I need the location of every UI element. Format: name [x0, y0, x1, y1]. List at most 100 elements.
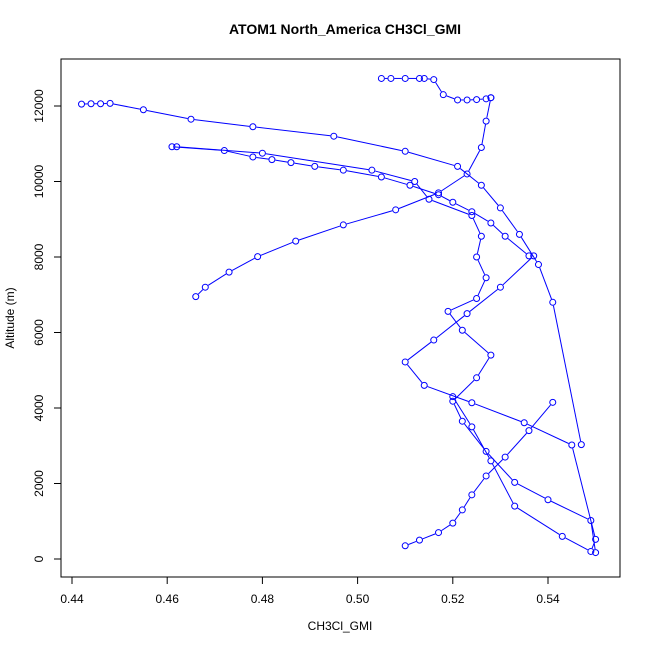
series-line-segment — [454, 379, 475, 400]
series-line-segment — [454, 399, 471, 425]
data-point — [458, 506, 466, 514]
data-point — [387, 74, 395, 82]
data-point — [592, 535, 600, 543]
series-line-segment — [507, 432, 527, 455]
data-point — [487, 219, 495, 227]
series-line-segment — [502, 210, 518, 232]
data-point — [454, 96, 462, 104]
data-point — [577, 441, 585, 449]
series-line-segment — [591, 542, 595, 549]
x-tick-label: 0.46 — [156, 592, 180, 606]
series-line-segment — [265, 153, 369, 171]
series-line-segment — [346, 210, 393, 225]
data-point — [225, 268, 233, 276]
series-line-segment — [207, 273, 227, 286]
data-point — [468, 399, 476, 407]
data-point — [78, 100, 86, 108]
x-axis-label: CH3Cl_GMI — [308, 619, 373, 633]
series-line-segment — [432, 200, 469, 215]
data-point — [544, 496, 552, 504]
data-point — [420, 74, 428, 82]
series-line-segment — [294, 162, 312, 167]
data-point — [415, 536, 423, 544]
data-point — [330, 132, 338, 140]
series-line-segment — [472, 218, 481, 234]
data-point — [592, 549, 600, 557]
series-line-segment — [492, 463, 514, 504]
series-line-segment — [464, 332, 489, 354]
data-point — [430, 76, 438, 84]
data-point — [377, 74, 385, 82]
plot-frame — [60, 58, 621, 578]
series-line-segment — [256, 156, 269, 160]
y-tick-label: 2000 — [32, 470, 46, 497]
data-point — [435, 529, 443, 537]
data-point — [439, 91, 447, 99]
series-line-segment — [473, 429, 490, 459]
series-line-segment — [550, 500, 588, 520]
data-point — [458, 417, 466, 425]
data-point — [258, 149, 266, 157]
series-line-segment — [552, 305, 582, 442]
data-point — [420, 381, 428, 389]
data-point — [534, 261, 542, 269]
data-point — [482, 117, 490, 125]
series-line-segment — [416, 183, 428, 197]
series-line-segment — [413, 185, 436, 195]
y-axis-label: Altitude (m) — [3, 287, 17, 348]
series-line-segment — [527, 423, 569, 444]
data-point — [168, 143, 176, 151]
data-point — [468, 491, 476, 499]
data-point — [477, 181, 485, 189]
data-point — [468, 423, 476, 431]
data-point — [473, 96, 481, 104]
data-point — [468, 208, 476, 216]
series-line-segment — [446, 95, 455, 100]
data-point — [473, 253, 481, 261]
series-line-segment — [408, 540, 417, 545]
data-point — [501, 232, 509, 240]
data-point — [411, 178, 419, 185]
series-line-segment — [407, 341, 432, 361]
data-point — [468, 211, 476, 219]
y-tick-label: 0 — [32, 555, 46, 562]
data-point — [444, 307, 452, 315]
data-point — [192, 293, 200, 301]
data-point — [449, 397, 457, 405]
series-line-segment — [590, 523, 596, 550]
data-point — [487, 457, 495, 465]
series-line-segment — [572, 448, 596, 537]
x-tick-label: 0.54 — [536, 592, 560, 606]
data-point — [501, 453, 509, 461]
series-line-segment — [318, 166, 340, 171]
series-line-segment — [517, 483, 546, 499]
data-point — [287, 159, 295, 167]
series-line-segment — [477, 280, 486, 296]
data-point — [249, 123, 257, 131]
chart-title: ATOM1 North_America CH3Cl_GMI — [229, 21, 461, 37]
data-point — [392, 206, 400, 214]
data-point — [549, 398, 557, 406]
data-point — [406, 181, 414, 189]
x-tick-label: 0.44 — [60, 592, 84, 606]
y-tick-label: 6000 — [32, 319, 46, 346]
data-point — [454, 162, 462, 170]
series-line-segment — [520, 237, 538, 262]
data-point — [568, 441, 576, 449]
series-line-segment — [346, 170, 379, 177]
data-point — [139, 106, 147, 114]
series-line-segment — [507, 238, 527, 255]
series-line-segment — [194, 119, 250, 127]
series-line-segment — [473, 478, 485, 493]
data-point — [511, 502, 519, 510]
data-point — [463, 170, 471, 178]
series-line-segment — [486, 101, 491, 118]
data-point — [97, 100, 105, 108]
data-point — [201, 283, 209, 291]
data-point — [530, 252, 538, 260]
series-line-segment — [474, 403, 522, 422]
data-point — [520, 419, 528, 427]
data-point — [458, 326, 466, 334]
series-line-segment — [441, 524, 451, 532]
data-point — [401, 542, 409, 550]
